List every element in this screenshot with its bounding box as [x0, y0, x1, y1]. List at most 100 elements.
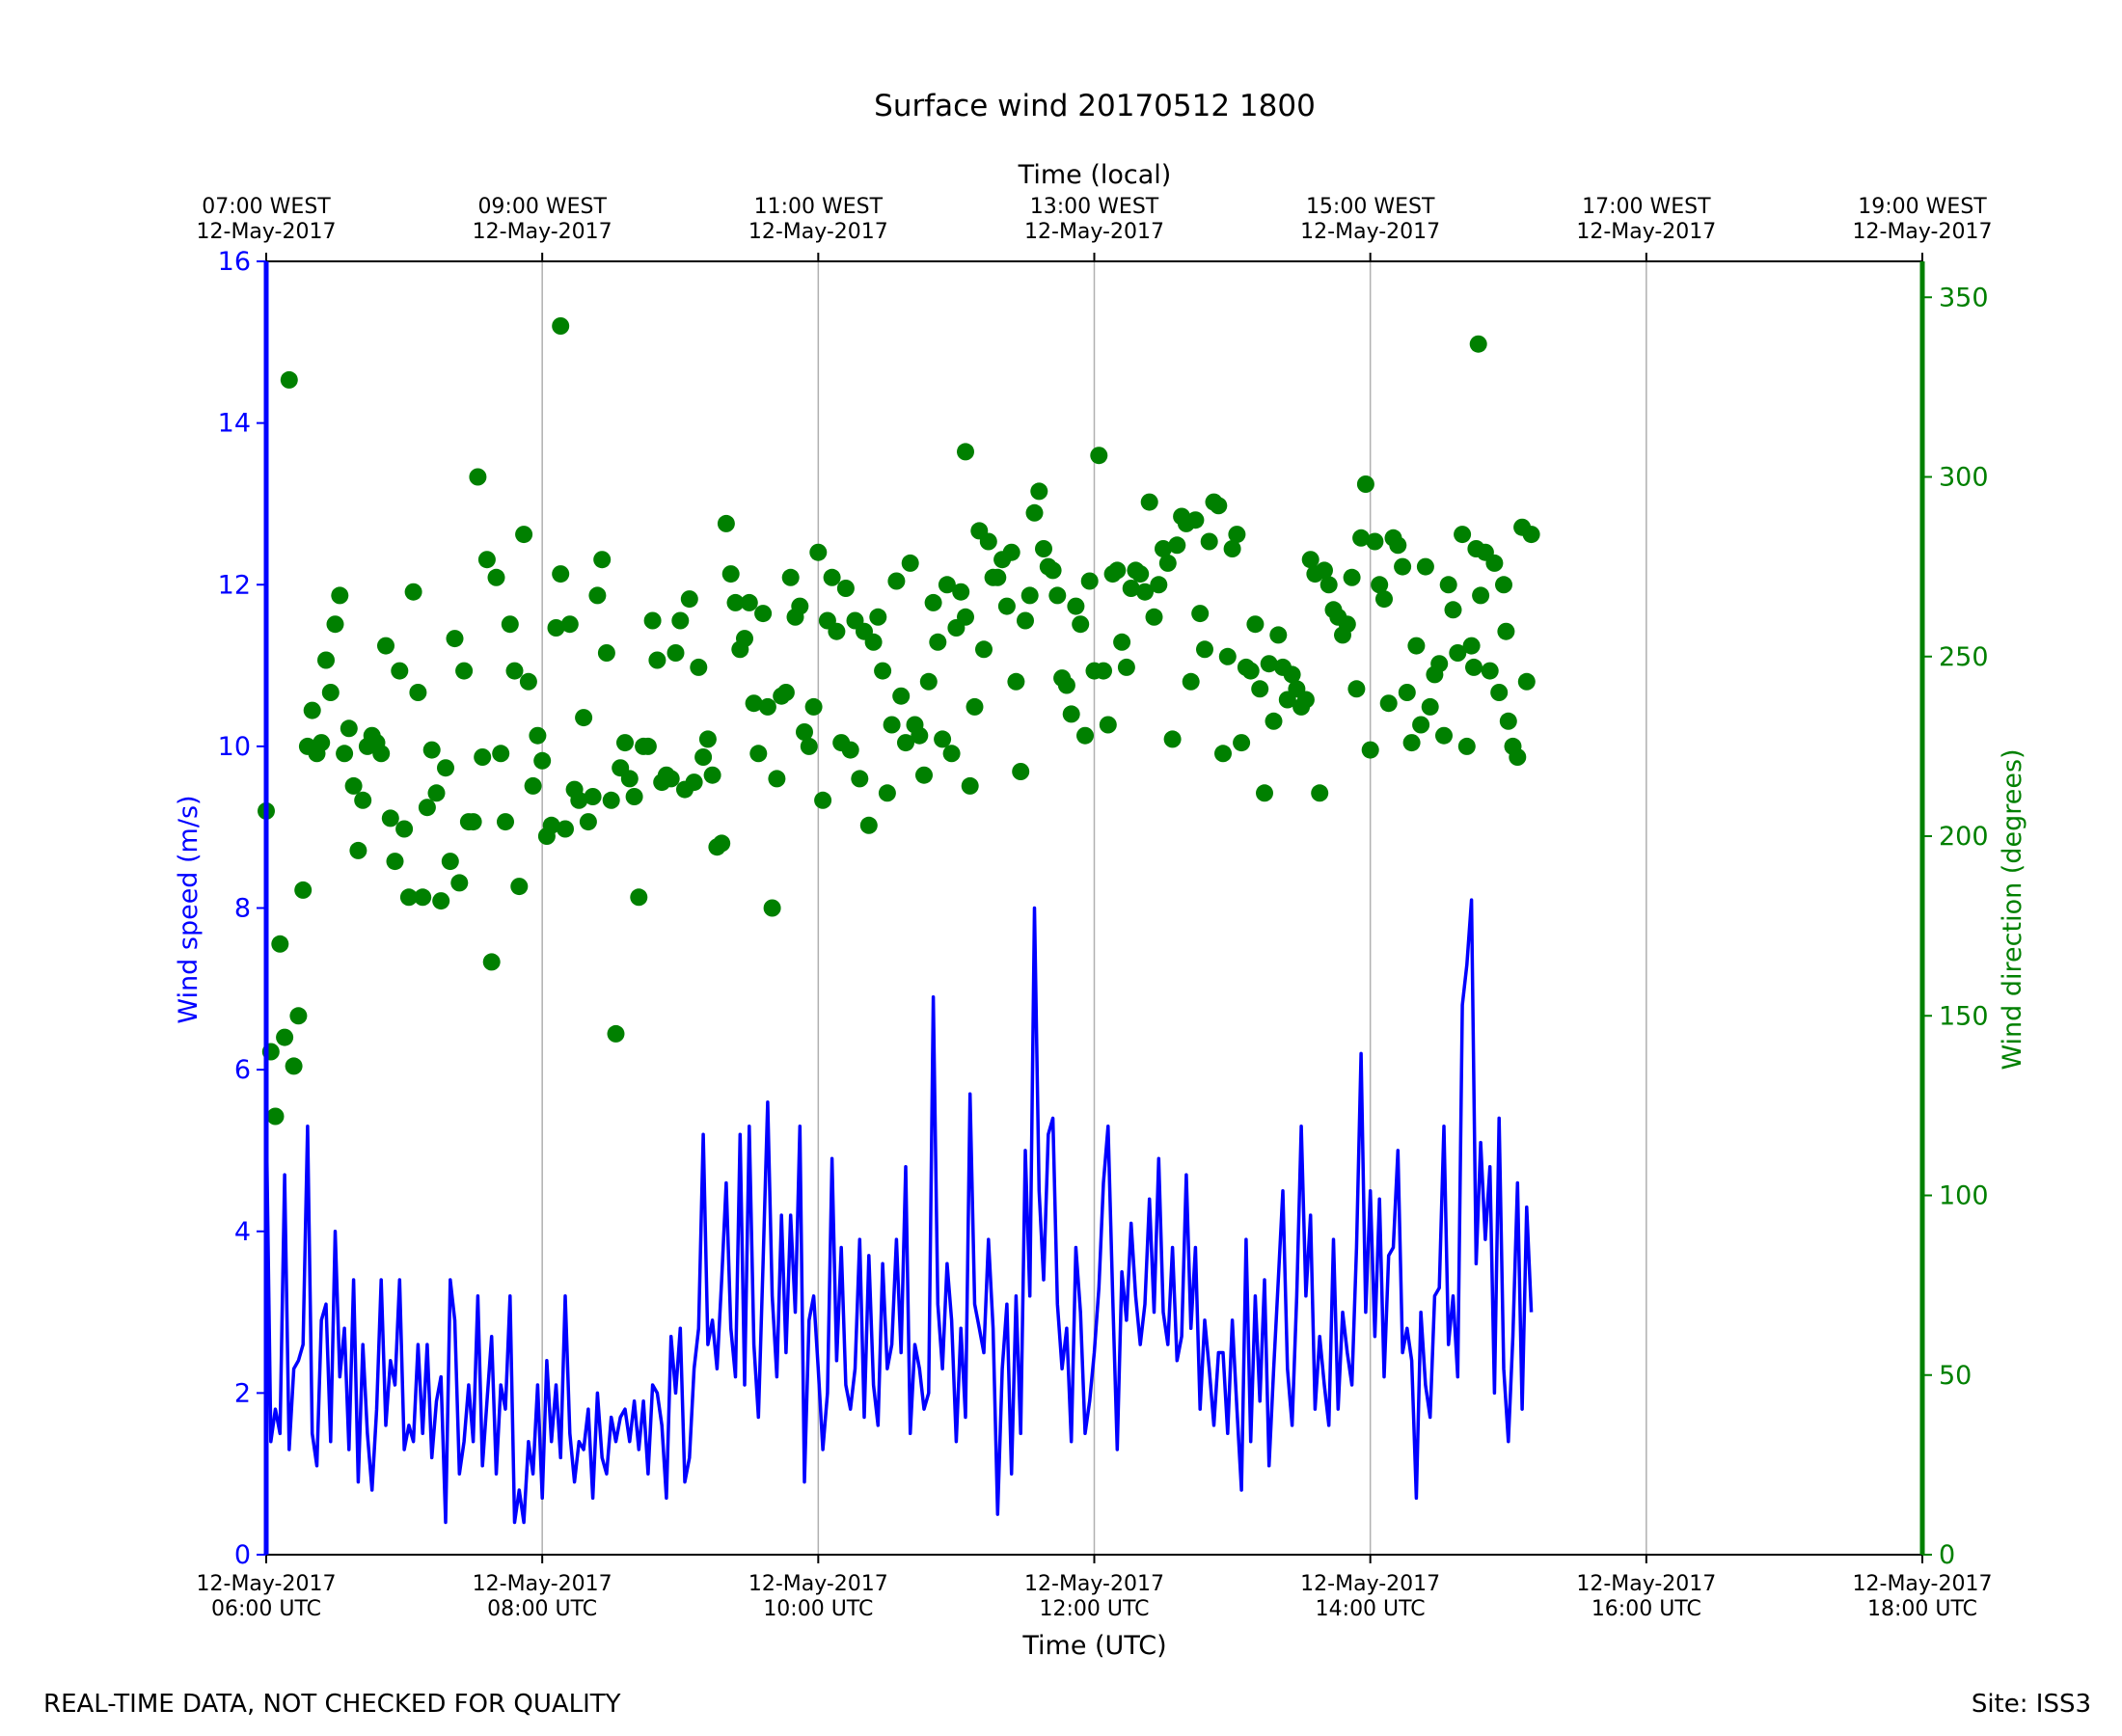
- direction-point: [961, 776, 979, 795]
- left-tick-label: 10: [218, 732, 251, 762]
- top-tick-time: 07:00 WEST: [202, 195, 331, 219]
- direction-point: [570, 791, 588, 809]
- direction-point: [1296, 691, 1315, 709]
- direction-point: [740, 593, 758, 611]
- direction-point: [1113, 633, 1131, 651]
- direction-point: [409, 684, 427, 701]
- direction-point: [321, 684, 340, 701]
- direction-point: [1246, 615, 1265, 634]
- direction-point: [1241, 662, 1260, 680]
- top-tick-date: 12-May-2017: [197, 220, 337, 244]
- direction-point: [1186, 511, 1205, 529]
- direction-point: [648, 651, 667, 669]
- direction-point: [1469, 335, 1487, 353]
- direction-point: [616, 734, 634, 752]
- direction-point: [515, 526, 533, 544]
- direction-point: [422, 741, 441, 759]
- direction-point: [579, 813, 597, 831]
- x-tick-time: 10:00 UTC: [763, 1597, 873, 1621]
- direction-point: [1072, 615, 1090, 634]
- x-tick-time: 06:00 UTC: [211, 1597, 321, 1621]
- direction-point: [377, 637, 394, 655]
- direction-point: [474, 748, 492, 766]
- direction-point: [1095, 662, 1112, 680]
- direction-point: [1421, 697, 1439, 716]
- direction-point: [1030, 482, 1048, 501]
- direction-point: [703, 766, 721, 784]
- x-tick-time: 16:00 UTC: [1592, 1597, 1701, 1621]
- left-tick-label: 12: [218, 570, 251, 600]
- direction-point: [317, 651, 335, 669]
- direction-point: [1150, 576, 1168, 594]
- direction-point: [1371, 576, 1389, 594]
- direction-point: [524, 776, 542, 795]
- direction-point: [432, 892, 450, 910]
- direction-point: [791, 597, 809, 615]
- direction-point: [942, 745, 961, 763]
- direction-point: [1025, 503, 1044, 522]
- direction-point: [482, 953, 501, 971]
- x-tick-time: 08:00 UTC: [487, 1597, 597, 1621]
- direction-point: [804, 697, 823, 716]
- direction-point: [349, 841, 367, 859]
- direction-point: [934, 730, 952, 748]
- direction-point: [671, 611, 690, 630]
- direction-point: [1412, 716, 1430, 734]
- direction-point: [519, 672, 537, 691]
- direction-point: [1375, 590, 1393, 609]
- direction-point: [859, 816, 878, 834]
- direction-point: [1379, 694, 1398, 713]
- direction-point: [680, 590, 698, 609]
- direction-point: [776, 684, 795, 701]
- direction-point: [662, 770, 680, 788]
- top-tick-time: 09:00 WEST: [477, 195, 607, 219]
- top-tick-date: 12-May-2017: [473, 220, 612, 244]
- direction-point: [1048, 586, 1067, 605]
- direction-point: [957, 443, 974, 461]
- direction-point: [1394, 557, 1412, 576]
- direction-point: [487, 568, 505, 586]
- direction-point: [1398, 684, 1416, 701]
- direction-point: [418, 799, 436, 817]
- direction-point: [667, 644, 685, 662]
- direction-point: [469, 468, 487, 486]
- direction-point: [736, 630, 753, 648]
- direction-point: [749, 745, 768, 763]
- wind-direction-series: [258, 317, 1540, 1126]
- direction-point: [997, 597, 1016, 615]
- direction-point: [796, 723, 813, 741]
- direction-point: [1044, 561, 1062, 580]
- direction-point: [639, 737, 657, 755]
- x-tick-date: 12-May-2017: [1853, 1572, 1993, 1596]
- direction-point: [1497, 622, 1515, 640]
- right-tick-label: 50: [1939, 1361, 1972, 1391]
- direction-point: [763, 899, 781, 917]
- right-tick-label: 300: [1939, 463, 1989, 493]
- direction-point: [726, 593, 745, 611]
- direction-point: [391, 662, 409, 680]
- x-tick-time: 12:00 UTC: [1039, 1597, 1149, 1621]
- x-tick-date: 12-May-2017: [748, 1572, 888, 1596]
- direction-point: [1485, 554, 1504, 572]
- direction-point: [602, 791, 620, 809]
- right-tick-label: 150: [1939, 1001, 1989, 1031]
- direction-point: [745, 694, 763, 713]
- direction-point: [1338, 615, 1356, 634]
- direction-point: [1200, 532, 1218, 551]
- direction-point: [552, 565, 570, 583]
- direction-point: [1168, 536, 1186, 555]
- direction-point: [1251, 680, 1269, 698]
- direction-point: [1361, 741, 1379, 759]
- direction-point: [1472, 586, 1490, 605]
- direction-point: [1499, 712, 1517, 730]
- direction-point: [1454, 526, 1472, 544]
- direction-point: [386, 853, 404, 871]
- left-tick-label: 0: [234, 1540, 251, 1570]
- direction-point: [643, 611, 662, 630]
- direction-point: [542, 816, 560, 834]
- direction-point: [455, 662, 474, 680]
- direction-point: [1260, 655, 1278, 673]
- direction-point: [887, 572, 906, 590]
- direction-point: [1457, 737, 1476, 755]
- direction-point: [620, 770, 639, 788]
